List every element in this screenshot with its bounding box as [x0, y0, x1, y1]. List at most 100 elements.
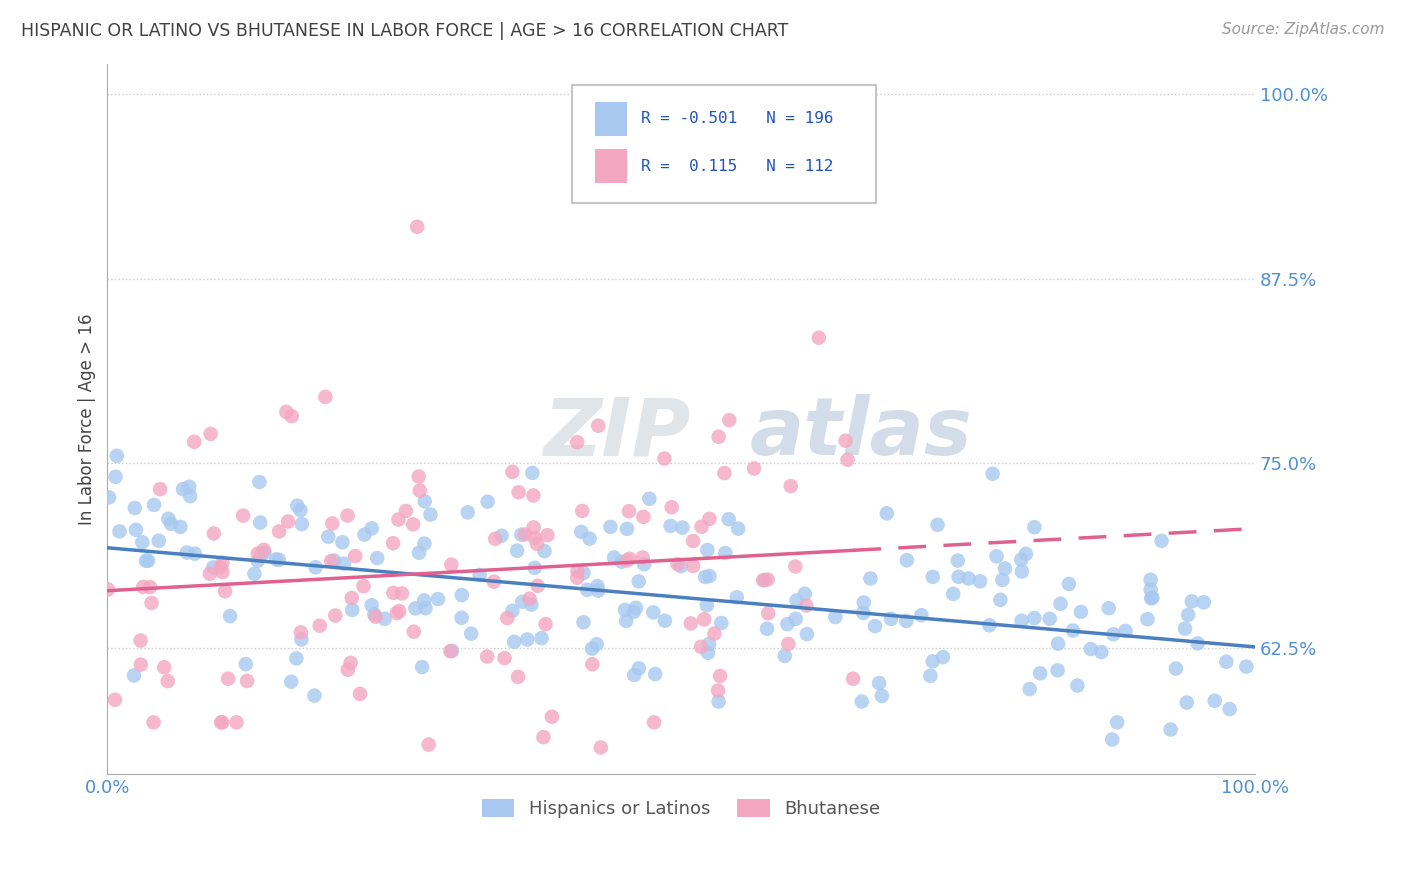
- Point: [776, 617, 799, 632]
- Point: [979, 618, 1001, 632]
- Point: [567, 571, 589, 585]
- Point: [339, 656, 361, 670]
- Point: [752, 573, 775, 587]
- Point: [707, 430, 730, 444]
- Point: [418, 738, 440, 752]
- Point: [202, 526, 225, 541]
- Point: [104, 693, 127, 707]
- Point: [778, 637, 800, 651]
- Point: [785, 559, 807, 574]
- Point: [512, 595, 534, 609]
- Point: [693, 612, 716, 626]
- Point: [200, 426, 222, 441]
- Point: [179, 489, 201, 503]
- Point: [699, 512, 721, 526]
- Text: HISPANIC OR LATINO VS BHUTANESE IN LABOR FORCE | AGE > 16 CORRELATION CHART: HISPANIC OR LATINO VS BHUTANESE IN LABOR…: [21, 22, 789, 40]
- Point: [450, 611, 472, 625]
- Point: [156, 674, 179, 689]
- Point: [523, 561, 546, 575]
- Point: [586, 418, 609, 433]
- Point: [409, 483, 432, 498]
- Point: [710, 615, 733, 630]
- Point: [581, 657, 603, 672]
- Point: [1070, 605, 1092, 619]
- Point: [578, 532, 600, 546]
- Point: [246, 554, 269, 568]
- Point: [290, 632, 312, 647]
- Point: [440, 558, 463, 572]
- Point: [153, 660, 176, 674]
- Point: [581, 641, 603, 656]
- Point: [382, 586, 405, 600]
- Point: [285, 651, 308, 665]
- Point: [786, 593, 808, 607]
- Point: [501, 465, 523, 479]
- Point: [501, 604, 523, 618]
- Point: [1066, 679, 1088, 693]
- Point: [323, 608, 346, 623]
- Point: [1181, 594, 1204, 608]
- Point: [336, 663, 359, 677]
- Point: [638, 491, 661, 506]
- Text: R =  0.115   N = 112: R = 0.115 N = 112: [641, 159, 834, 174]
- Point: [1018, 681, 1040, 696]
- Point: [920, 669, 942, 683]
- Point: [413, 593, 436, 607]
- Point: [1115, 624, 1137, 638]
- Point: [614, 603, 637, 617]
- Point: [402, 517, 425, 532]
- Point: [457, 505, 479, 519]
- Point: [696, 599, 718, 613]
- Point: [419, 508, 441, 522]
- Point: [837, 452, 859, 467]
- Point: [921, 654, 943, 668]
- Point: [1047, 637, 1070, 651]
- Point: [796, 599, 818, 613]
- Point: [211, 565, 233, 579]
- Point: [143, 498, 166, 512]
- Point: [526, 579, 548, 593]
- Point: [690, 520, 713, 534]
- Bar: [595, 102, 627, 136]
- Point: [253, 546, 276, 560]
- Point: [1101, 732, 1123, 747]
- Point: [209, 560, 232, 574]
- Point: [619, 551, 641, 566]
- Point: [756, 573, 779, 587]
- Point: [727, 522, 749, 536]
- Point: [387, 512, 409, 526]
- Point: [880, 612, 903, 626]
- Point: [148, 533, 170, 548]
- Point: [1062, 624, 1084, 638]
- Point: [896, 553, 918, 567]
- Point: [533, 730, 555, 744]
- Point: [169, 520, 191, 534]
- Point: [571, 504, 593, 518]
- Point: [513, 527, 536, 541]
- Point: [316, 530, 339, 544]
- Point: [142, 715, 165, 730]
- Point: [773, 648, 796, 663]
- Point: [623, 668, 645, 682]
- Point: [264, 552, 287, 566]
- Point: [484, 532, 506, 546]
- Point: [253, 542, 276, 557]
- Point: [506, 543, 529, 558]
- Point: [627, 661, 650, 675]
- Point: [374, 612, 396, 626]
- Point: [506, 670, 529, 684]
- Point: [336, 508, 359, 523]
- Point: [413, 494, 436, 508]
- Point: [807, 331, 830, 345]
- Point: [285, 499, 308, 513]
- Point: [876, 507, 898, 521]
- Point: [503, 635, 526, 649]
- Point: [321, 516, 343, 531]
- Point: [942, 587, 965, 601]
- Point: [986, 549, 1008, 564]
- Point: [586, 579, 609, 593]
- Point: [868, 676, 890, 690]
- Point: [105, 449, 128, 463]
- Point: [1039, 612, 1062, 626]
- Point: [1046, 664, 1069, 678]
